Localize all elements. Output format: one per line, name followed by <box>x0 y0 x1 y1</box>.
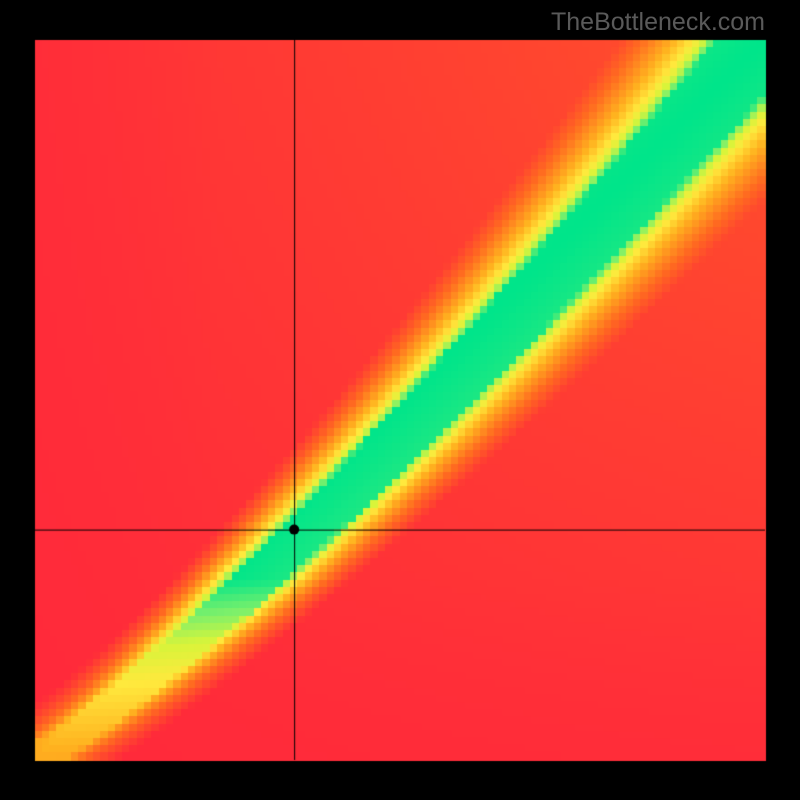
watermark-text: TheBottleneck.com <box>551 8 765 37</box>
bottleneck-heatmap <box>0 0 800 800</box>
chart-container: TheBottleneck.com <box>0 0 800 800</box>
